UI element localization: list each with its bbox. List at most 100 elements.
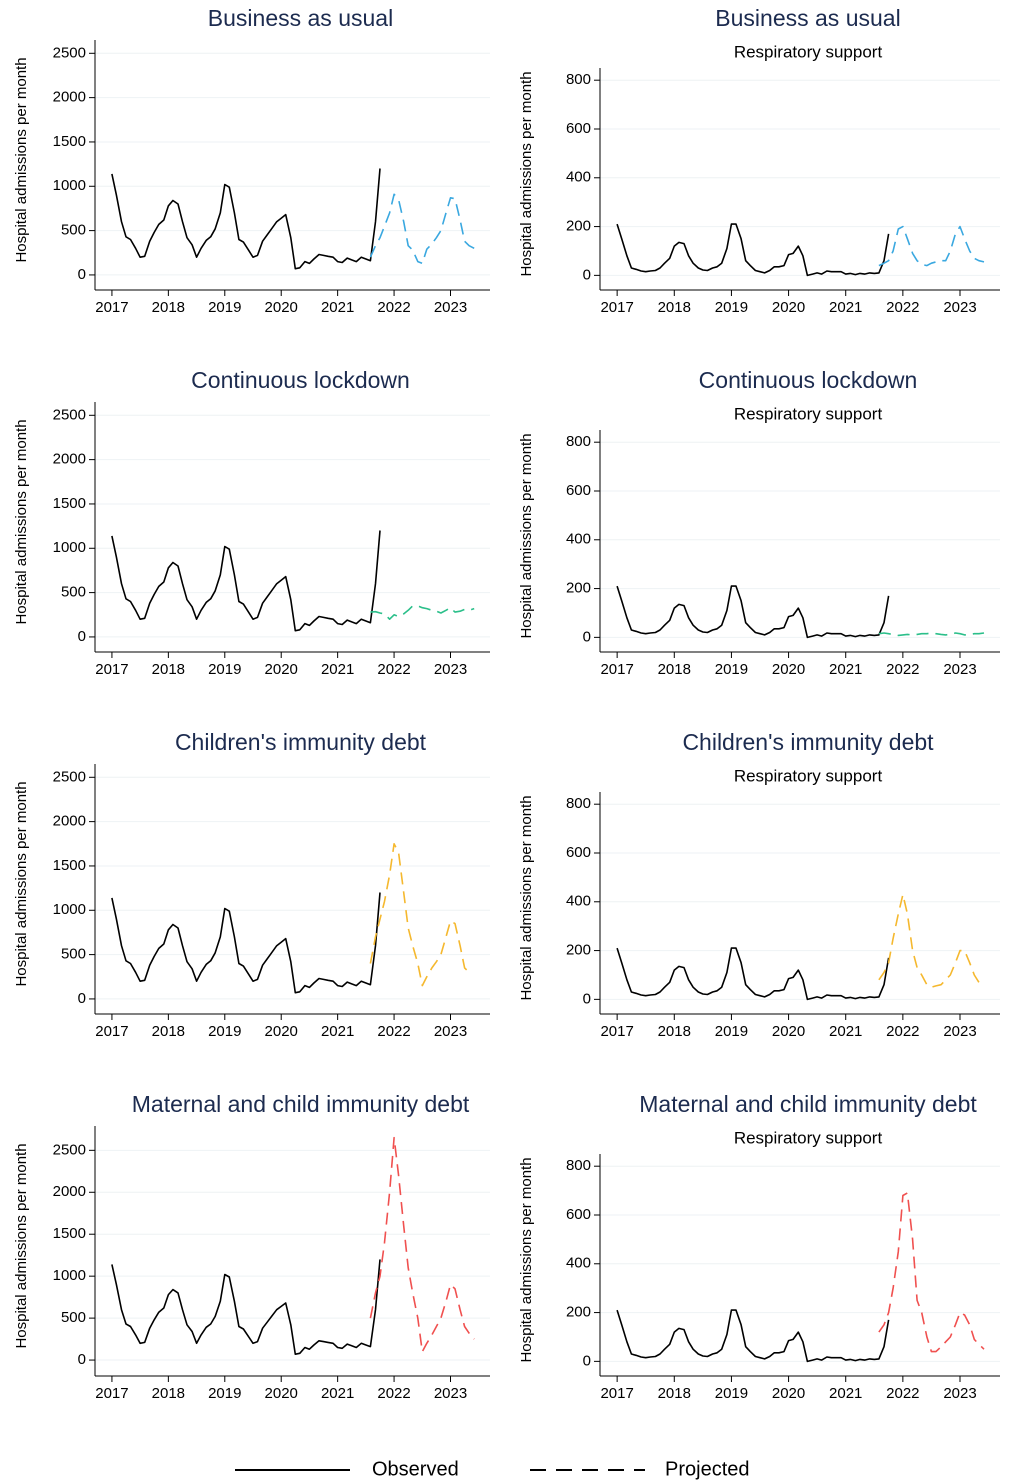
series-line — [369, 843, 470, 987]
legend-label: Projected — [665, 1458, 750, 1480]
y-axis-label: Hospital admissions per month — [13, 1143, 30, 1348]
x-tick-label: 2022 — [377, 299, 410, 316]
series-line — [111, 530, 381, 632]
x-tick-label: 2018 — [658, 1023, 691, 1040]
x-tick-label: 2017 — [600, 1023, 633, 1040]
chart-title: Continuous lockdown — [191, 367, 410, 393]
y-tick-label: 0 — [583, 990, 591, 1007]
y-tick-label: 400 — [566, 1255, 591, 1272]
y-tick-label: 2500 — [53, 1141, 86, 1158]
y-tick-label: 400 — [566, 531, 591, 548]
x-tick-label: 2021 — [829, 1385, 862, 1402]
x-tick-label: 2019 — [715, 299, 748, 316]
chart-title: Children's immunity debt — [682, 729, 934, 755]
x-tick-label: 2017 — [95, 299, 128, 316]
panel: Business as usual Respiratory support Hosp… — [518, 5, 1000, 316]
y-tick-label: 0 — [78, 266, 86, 283]
y-tick-label: 200 — [566, 942, 591, 959]
x-tick-label: 2021 — [321, 1385, 354, 1402]
y-tick-label: 1000 — [53, 901, 86, 918]
series-line — [369, 1136, 475, 1353]
x-tick-label: 2017 — [600, 1385, 633, 1402]
x-tick-label: 2020 — [265, 299, 298, 316]
y-tick-label: 0 — [583, 628, 591, 645]
y-tick-label: 600 — [566, 1206, 591, 1223]
x-tick-label: 2023 — [943, 661, 976, 678]
panel: Children's immunity debt Respiratory supp… — [518, 729, 1000, 1040]
series-line — [616, 585, 890, 639]
x-tick-label: 2023 — [434, 1385, 467, 1402]
x-tick-label: 2018 — [152, 299, 185, 316]
chart-subtitle: Respiratory support — [734, 404, 883, 423]
y-tick-label: 2500 — [53, 768, 86, 785]
panel: Maternal and child immunity debt Respirat… — [518, 1091, 1000, 1402]
x-tick-label: 2022 — [886, 299, 919, 316]
y-tick-label: 400 — [566, 893, 591, 910]
y-tick-label: 500 — [61, 946, 86, 963]
panel: Business as usual Hospital admissions per… — [13, 5, 490, 316]
y-tick-label: 800 — [566, 795, 591, 812]
x-tick-label: 2020 — [265, 661, 298, 678]
legend-label: Observed — [372, 1458, 459, 1480]
series-line — [111, 168, 381, 270]
x-tick-label: 2022 — [377, 1023, 410, 1040]
series-line — [369, 193, 475, 265]
y-tick-label: 0 — [78, 1351, 86, 1368]
x-tick-label: 2021 — [829, 299, 862, 316]
y-axis-label: Hospital admissions per month — [518, 433, 535, 638]
x-tick-label: 2023 — [943, 1385, 976, 1402]
chart-subtitle: Respiratory support — [734, 1128, 883, 1147]
x-tick-label: 2023 — [943, 1023, 976, 1040]
y-axis-label: Hospital admissions per month — [13, 419, 30, 624]
x-tick-label: 2022 — [886, 1385, 919, 1402]
x-tick-label: 2018 — [658, 661, 691, 678]
y-tick-label: 2000 — [53, 813, 86, 830]
y-tick-label: 2000 — [53, 1183, 86, 1200]
x-tick-label: 2017 — [95, 661, 128, 678]
x-tick-label: 2023 — [434, 661, 467, 678]
x-tick-label: 2021 — [321, 661, 354, 678]
x-tick-label: 2022 — [886, 1023, 919, 1040]
y-tick-label: 800 — [566, 71, 591, 88]
series-line — [878, 225, 985, 267]
x-tick-label: 2021 — [829, 1023, 862, 1040]
y-tick-label: 500 — [61, 584, 86, 601]
x-tick-label: 2017 — [600, 299, 633, 316]
x-tick-label: 2019 — [208, 1023, 241, 1040]
y-tick-label: 2500 — [53, 44, 86, 61]
series-line — [616, 947, 890, 1001]
y-tick-label: 0 — [583, 266, 591, 283]
chart-subtitle: Respiratory support — [734, 766, 883, 785]
x-tick-label: 2018 — [152, 1023, 185, 1040]
y-tick-label: 2500 — [53, 406, 86, 423]
x-tick-label: 2019 — [208, 1385, 241, 1402]
y-tick-label: 800 — [566, 433, 591, 450]
x-tick-label: 2020 — [772, 661, 805, 678]
x-tick-label: 2019 — [208, 661, 241, 678]
panel: Children's immunity debt Hospital admissi… — [13, 729, 490, 1040]
chart-title: Maternal and child immunity debt — [639, 1091, 977, 1117]
x-tick-label: 2019 — [208, 299, 241, 316]
x-tick-label: 2022 — [377, 661, 410, 678]
y-tick-label: 1500 — [53, 1225, 86, 1242]
y-tick-label: 0 — [583, 1352, 591, 1369]
panel: Maternal and child immunity debt Hospital… — [13, 1091, 490, 1402]
y-tick-label: 2000 — [53, 89, 86, 106]
chart-title: Children's immunity debt — [175, 729, 427, 755]
x-tick-label: 2020 — [772, 1023, 805, 1040]
x-tick-label: 2018 — [658, 299, 691, 316]
x-tick-label: 2018 — [152, 1385, 185, 1402]
x-tick-label: 2020 — [265, 1385, 298, 1402]
x-tick-label: 2021 — [321, 1023, 354, 1040]
y-tick-label: 600 — [566, 120, 591, 137]
y-axis-label: Hospital admissions per month — [518, 795, 535, 1000]
series-line — [878, 893, 980, 988]
y-tick-label: 500 — [61, 1309, 86, 1326]
series-line — [370, 605, 475, 620]
series-line — [878, 1192, 985, 1353]
y-tick-label: 200 — [566, 580, 591, 597]
x-tick-label: 2019 — [715, 1385, 748, 1402]
y-tick-label: 1000 — [53, 539, 86, 556]
y-tick-label: 1000 — [53, 1267, 86, 1284]
